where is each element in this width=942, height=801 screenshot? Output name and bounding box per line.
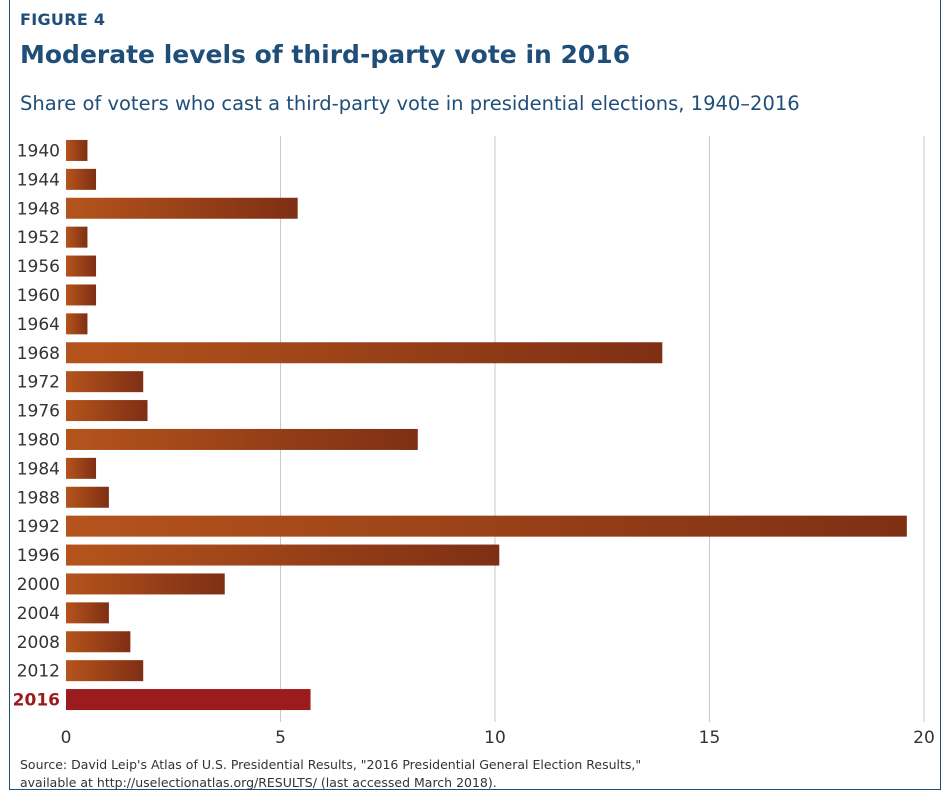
bar-1964 <box>66 313 88 335</box>
category-label: 1976 <box>17 402 60 422</box>
chart-title: Moderate levels of third-party vote in 2… <box>20 40 631 69</box>
category-label: 1968 <box>17 344 60 364</box>
bar-1948 <box>66 197 298 219</box>
category-label: 1940 <box>17 141 60 161</box>
bar-2008 <box>66 631 131 653</box>
source-line: available at http://uselectionatlas.org/… <box>20 775 497 790</box>
category-label: 1960 <box>17 286 60 306</box>
x-tick-label: 20 <box>913 728 935 748</box>
source-line: Source: David Leip's Atlas of U.S. Presi… <box>20 757 642 772</box>
category-label: 1944 <box>17 170 60 190</box>
category-label: 1952 <box>17 228 60 248</box>
category-label: 2016 <box>13 691 60 711</box>
category-label: 2008 <box>17 633 60 653</box>
category-label: 1956 <box>17 257 60 277</box>
bar-1944 <box>66 168 97 190</box>
bar-1960 <box>66 284 97 306</box>
bar-1956 <box>66 255 97 277</box>
bar-1996 <box>66 544 500 566</box>
category-label: 1972 <box>17 373 60 393</box>
bar-2012 <box>66 660 144 682</box>
figure-frame <box>9 0 941 790</box>
bar-1976 <box>66 400 148 422</box>
bar-2016 <box>66 689 311 711</box>
x-tick-label: 10 <box>484 728 506 748</box>
bar-1984 <box>66 457 97 479</box>
x-tick-label: 5 <box>275 728 286 748</box>
source-note: Source: David Leip's Atlas of U.S. Presi… <box>20 756 641 792</box>
category-label: 1980 <box>17 430 60 450</box>
x-tick-labels: 0 5 10 15 20 <box>61 728 935 748</box>
category-label: 1988 <box>17 488 60 508</box>
x-tick-label: 0 <box>61 728 72 748</box>
bar-2004 <box>66 602 109 624</box>
category-label: 1948 <box>17 199 60 219</box>
category-label: 1984 <box>17 459 60 479</box>
category-label: 2000 <box>17 575 60 595</box>
bar-1940 <box>66 139 88 161</box>
bar-2000 <box>66 573 225 595</box>
x-tick-label: 15 <box>699 728 721 748</box>
chart-subtitle: Share of voters who cast a third-party v… <box>20 92 800 115</box>
category-label: 2012 <box>17 662 60 682</box>
bar-1980 <box>66 428 418 450</box>
bars <box>66 139 907 711</box>
bar-1988 <box>66 486 109 508</box>
category-label: 1992 <box>17 517 60 537</box>
category-label: 1996 <box>17 546 60 566</box>
bar-1972 <box>66 371 144 393</box>
category-label: 2004 <box>17 604 60 624</box>
category-label: 1964 <box>17 315 60 335</box>
category-labels: 1940 1944 1948 1952 1956 1960 1964 1968 1972 1976… <box>13 141 60 710</box>
figure-label: FIGURE 4 <box>20 10 106 29</box>
bar-1992 <box>66 515 907 537</box>
bar-1952 <box>66 226 88 248</box>
bar-1968 <box>66 342 663 364</box>
